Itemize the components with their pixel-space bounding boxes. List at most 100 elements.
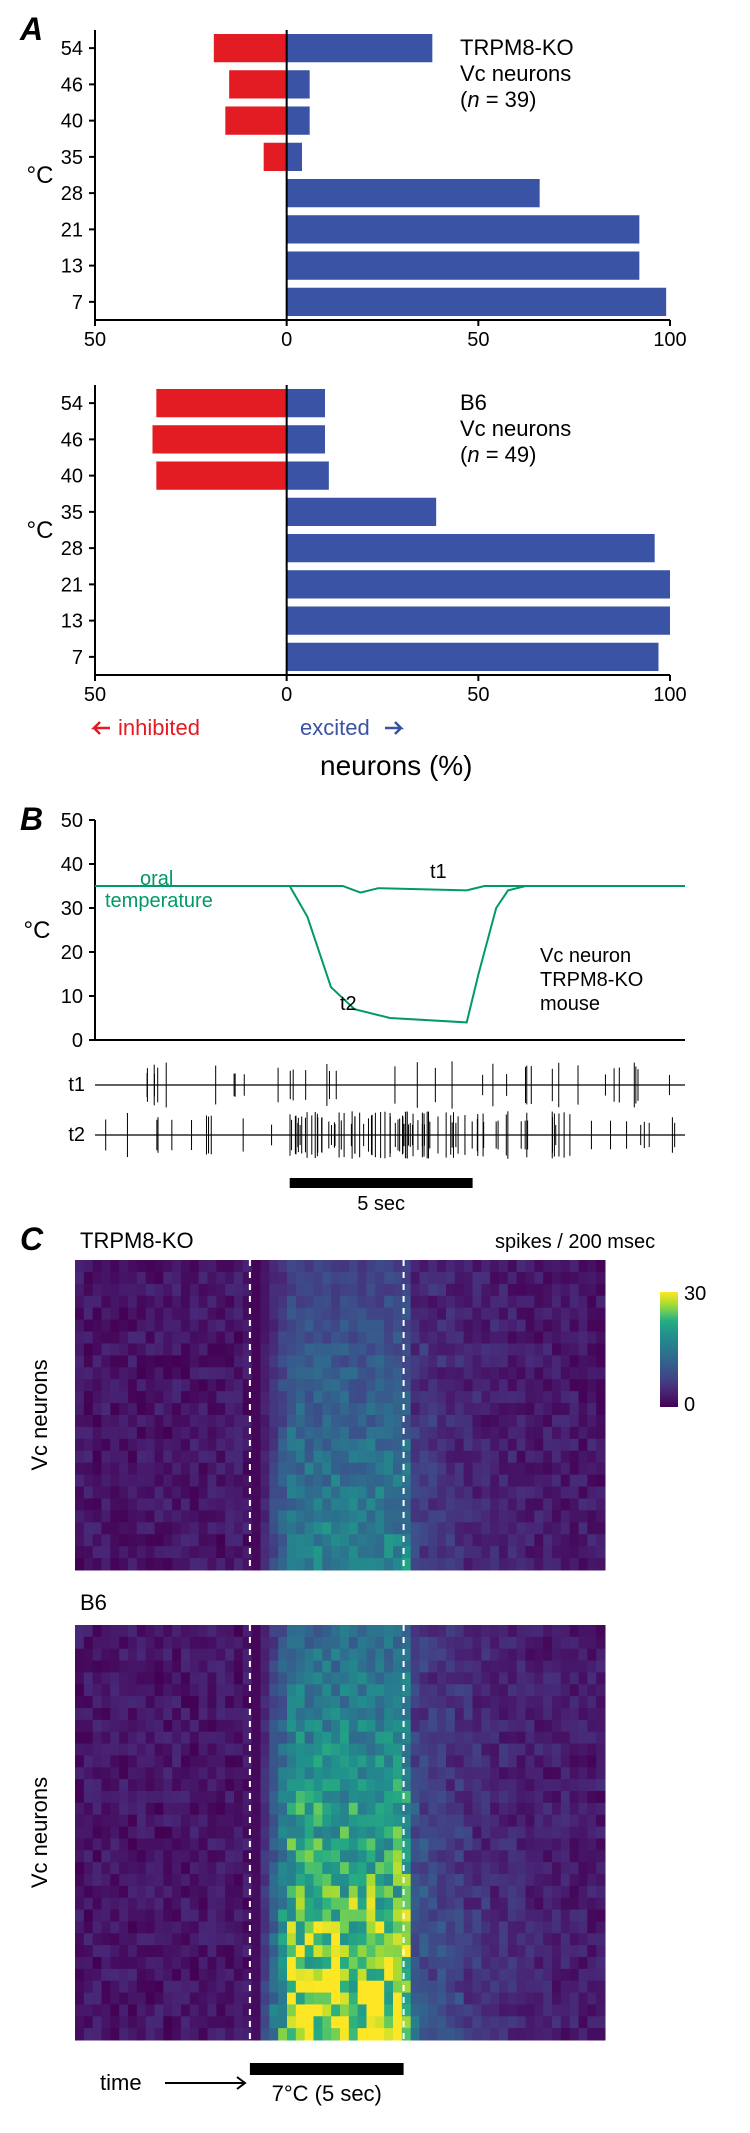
heatmap-cell xyxy=(181,1403,190,1415)
heatmap-cell xyxy=(269,1827,278,1839)
heatmap-cell xyxy=(287,1803,296,1815)
heatmap-cell xyxy=(526,1637,535,1649)
heatmap-cell xyxy=(84,1744,93,1756)
heatmap-cell xyxy=(490,1708,499,1720)
heatmap-cell xyxy=(490,1661,499,1673)
heatmap-cell xyxy=(296,1755,305,1767)
heatmap-cell xyxy=(102,1661,111,1673)
heatmap-cell xyxy=(587,1451,596,1463)
heatmap-cell xyxy=(596,2004,605,2016)
heatmap-cell xyxy=(358,1886,367,1898)
heatmap-cell xyxy=(596,1755,605,1767)
heatmap-cell xyxy=(102,1637,111,1649)
heatmap-cell xyxy=(261,1510,270,1522)
heatmap-cell xyxy=(534,1475,543,1487)
heatmap-cell xyxy=(587,1649,596,1661)
heatmap-cell xyxy=(75,1367,84,1379)
heatmap-cell xyxy=(322,1498,331,1510)
heatmap-cell xyxy=(216,1320,225,1332)
heatmap-cell xyxy=(570,1260,579,1272)
heatmap-cell xyxy=(163,1791,172,1803)
heatmap-cell xyxy=(367,2028,376,2040)
heatmap-cell xyxy=(216,1720,225,1732)
heatmap-cell xyxy=(84,1332,93,1344)
heatmap-cell xyxy=(411,1921,420,1933)
heatmap-cell xyxy=(393,1815,402,1827)
heatmap-cell xyxy=(287,2028,296,2040)
heatmap-cell xyxy=(517,1284,526,1296)
heatmap-cell xyxy=(587,1260,596,1272)
heatmap-cell xyxy=(411,1969,420,1981)
heatmap-cell xyxy=(75,2004,84,2016)
heatmap-cell xyxy=(543,1755,552,1767)
heatmap-cell xyxy=(269,1534,278,1546)
heatmap-cell xyxy=(393,1403,402,1415)
heatmap-cell xyxy=(322,1296,331,1308)
heatmap-cell xyxy=(473,1732,482,1744)
heatmap-cell xyxy=(119,1260,128,1272)
heatmap-cell xyxy=(587,1862,596,1874)
heatmap-cell xyxy=(384,1803,393,1815)
heatmap-cell xyxy=(93,1320,102,1332)
heatmap-cell xyxy=(446,1451,455,1463)
heatmap-cell xyxy=(508,1874,517,1886)
heatmap-cell xyxy=(322,1661,331,1673)
heatmap-cell xyxy=(579,1343,588,1355)
heatmap-cell xyxy=(455,1981,464,1993)
heatmap-cell xyxy=(278,1558,287,1570)
heatmap-cell xyxy=(587,1522,596,1534)
heatmap-cell xyxy=(490,1546,499,1558)
heatmap-cell xyxy=(252,1463,261,1475)
heatmap-cell xyxy=(490,1625,499,1637)
heatmap-cell xyxy=(543,1332,552,1344)
heatmap-cell xyxy=(128,1510,137,1522)
heatmap-cell xyxy=(216,1838,225,1850)
heatmap-cell xyxy=(579,1779,588,1791)
heatmap-cell xyxy=(570,1910,579,1922)
heatmap-cell xyxy=(455,1874,464,1886)
heatmap-cell xyxy=(384,1945,393,1957)
heatmap-cell xyxy=(163,1910,172,1922)
heatmap-cell xyxy=(384,1439,393,1451)
heatmap-cell xyxy=(199,1332,208,1344)
heatmap-cell xyxy=(137,1993,146,2005)
heatmap-cell xyxy=(110,1379,119,1391)
heatmap-cell xyxy=(570,1475,579,1487)
heatmap-cell xyxy=(543,1933,552,1945)
heatmap-cell xyxy=(534,1510,543,1522)
heatmap-cell xyxy=(278,1475,287,1487)
heatmap-cell xyxy=(570,1427,579,1439)
heatmap-cell xyxy=(93,1921,102,1933)
heatmap-cell xyxy=(146,1827,155,1839)
heatmap-cell xyxy=(234,1672,243,1684)
heatmap-cell xyxy=(146,1933,155,1945)
heatmap-cell xyxy=(367,1815,376,1827)
heatmap-cell xyxy=(75,1661,84,1673)
heatmap-cell xyxy=(596,1343,605,1355)
heatmap-cell xyxy=(446,1732,455,1744)
heatmap-cell xyxy=(172,1969,181,1981)
heatmap-cell xyxy=(340,1957,349,1969)
heatmap-cell xyxy=(163,1672,172,1684)
heatmap-cell xyxy=(561,1637,570,1649)
heatmap-cell xyxy=(234,1308,243,1320)
heatmap-cell xyxy=(314,1993,323,2005)
heatmap-cell xyxy=(534,1981,543,1993)
heatmap-cell xyxy=(216,1910,225,1922)
heatmap-cell xyxy=(552,1957,561,1969)
heatmap-cell xyxy=(163,1522,172,1534)
heatmap-cell xyxy=(110,1439,119,1451)
heatmap-cell xyxy=(490,1403,499,1415)
heatmap-cell xyxy=(570,1720,579,1732)
heatmap-cell xyxy=(473,1649,482,1661)
heatmap-cell xyxy=(570,1732,579,1744)
heatmap-cell xyxy=(278,1732,287,1744)
heatmap-cell xyxy=(84,1827,93,1839)
heatmap-cell xyxy=(481,1815,490,1827)
heatmap-cell xyxy=(110,1522,119,1534)
heatmap-cell xyxy=(543,1957,552,1969)
heatmap-cell xyxy=(216,1696,225,1708)
heatmap-cell xyxy=(570,1921,579,1933)
heatmap-cell xyxy=(331,1451,340,1463)
heatmap-cell xyxy=(110,1981,119,1993)
